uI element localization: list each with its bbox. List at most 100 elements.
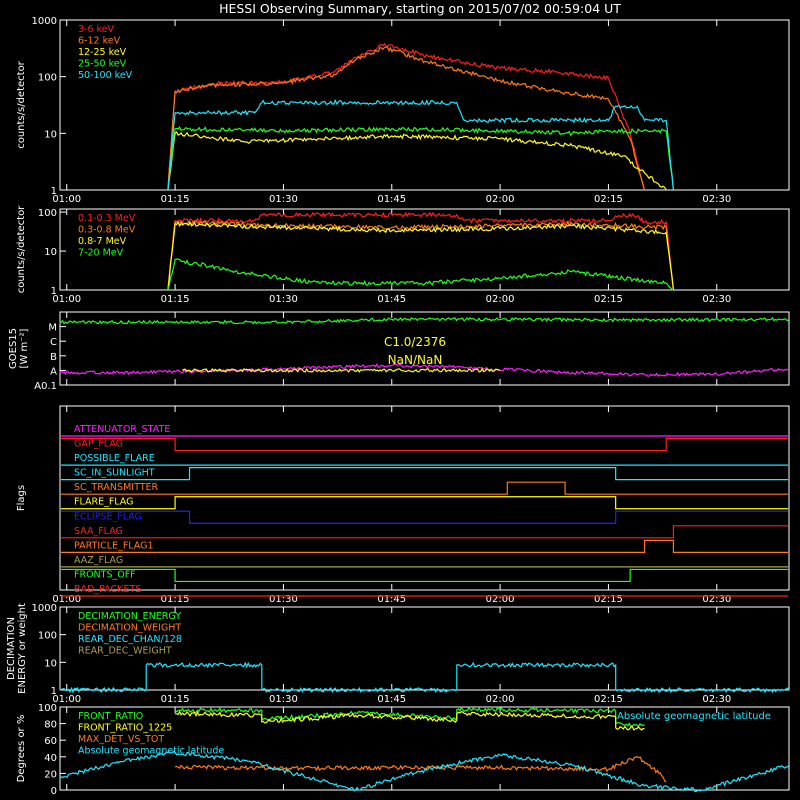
series-line xyxy=(168,127,674,190)
flag-line xyxy=(61,439,788,451)
flag-line xyxy=(61,569,788,581)
legend-entry: 0.3-0.8 MeV xyxy=(78,225,136,236)
y-tick-label: 100 xyxy=(38,208,57,219)
flag-label: ATTENUATOR_STATE xyxy=(74,424,170,435)
x-tick-label: 01:15 xyxy=(161,294,190,305)
y-tick-label: 40 xyxy=(44,753,57,764)
legend-entry: DECIMATION_ENERGY xyxy=(78,611,181,622)
series-line xyxy=(168,132,666,190)
legend-entry: 0.1-0.3 MeV xyxy=(78,213,136,224)
legend-entry: 3-6 keV xyxy=(78,24,115,35)
series-line xyxy=(168,101,674,191)
x-tick-label: 02:30 xyxy=(702,194,731,205)
y-tick-label: M xyxy=(48,323,57,334)
series-line xyxy=(168,47,645,190)
y-axis-label: DECIMATION xyxy=(6,617,17,680)
legend-entry: 7-20 MeV xyxy=(78,248,124,259)
legend-entry: REAR_DEC_WEIGHT xyxy=(78,646,172,657)
legend-entry: REAR_DEC_CHAN/128 xyxy=(78,634,182,645)
y-tick-label: 1000 xyxy=(32,603,57,614)
series-line xyxy=(60,318,790,324)
y-axis-label: counts/s/detector xyxy=(16,205,27,293)
x-tick-label: 01:15 xyxy=(161,194,190,205)
y-tick-label: 10 xyxy=(44,247,57,258)
flag-line xyxy=(61,511,788,523)
goes-class-annotation: C1.0/2376 xyxy=(384,335,446,349)
y-tick-label: 1 xyxy=(51,286,57,297)
x-tick-label: 02:15 xyxy=(594,194,623,205)
flag-label: ECLIPSE_FLAG xyxy=(74,511,142,522)
series-line xyxy=(175,712,644,730)
legend-entry: MAX_DET_VS_TOT xyxy=(78,734,164,745)
y-axis-label: Degrees or % xyxy=(16,715,27,783)
series-line xyxy=(168,222,674,290)
legend-entry: Absolute geomagnetic latitude xyxy=(78,746,224,757)
flag-line xyxy=(61,468,788,480)
legend-entry: FRONT_RATIO xyxy=(78,711,143,722)
flag-label: BAD_PACKETS xyxy=(74,584,141,595)
legend-entry: DECIMATION_WEIGHT xyxy=(78,623,181,634)
x-tick-label: 01:15 xyxy=(161,694,190,705)
y-axis-label: GOES15 xyxy=(8,328,19,369)
x-tick-label: 02:00 xyxy=(486,194,515,205)
y-tick-label: 20 xyxy=(44,769,57,780)
flag-label: FRONTS_OFF xyxy=(74,569,136,580)
y-tick-label: 1000 xyxy=(32,16,57,27)
x-tick-label: 01:45 xyxy=(377,294,406,305)
x-tick-label: 01:45 xyxy=(377,194,406,205)
y-tick-label: 80 xyxy=(44,720,57,731)
y-tick-label: C xyxy=(50,337,57,348)
legend-entry: 12-25 keV xyxy=(78,47,127,58)
y-tick-label: 100 xyxy=(38,631,57,642)
latitude-annotation: Absolute geomagnetic latitude xyxy=(617,711,771,722)
y-tick-label: 0 xyxy=(51,786,57,797)
flag-label: SC_TRANSMITTER xyxy=(74,482,159,493)
series-line xyxy=(168,259,674,290)
x-tick-label: 01:45 xyxy=(377,694,406,705)
flag-line xyxy=(61,497,788,509)
y-tick-label: 10 xyxy=(44,129,57,140)
y-tick-label: A xyxy=(50,366,57,377)
legend-entry: 25-50 keV xyxy=(78,59,127,70)
y-axis-label: Flags xyxy=(16,485,27,511)
y-tick-label: B xyxy=(50,352,57,363)
series-line xyxy=(168,44,645,190)
series-line xyxy=(60,751,790,791)
y-axis-label: ENERGY or weight xyxy=(17,603,28,694)
x-tick-label: 02:30 xyxy=(702,694,731,705)
y-tick-label: 1 xyxy=(51,186,57,197)
x-tick-label: 01:30 xyxy=(269,194,298,205)
goes-ratio-annotation: NaN/NaN xyxy=(388,353,443,367)
flag-label: SC_IN_SUNLIGHT xyxy=(74,468,155,479)
y-tick-label: 1 xyxy=(51,686,57,697)
legend-entry: 0.8-7 MeV xyxy=(78,236,127,247)
flag-label: AAZ_FLAG xyxy=(74,555,123,566)
figure-title: HESSI Observing Summary, starting on 201… xyxy=(219,1,621,16)
x-tick-label: 02:00 xyxy=(486,694,515,705)
x-tick-label: 02:00 xyxy=(486,294,515,305)
flag-label: PARTICLE_FLAG1 xyxy=(74,540,154,551)
flag-label: GAP_FLAG xyxy=(74,439,123,450)
flag-label: POSSIBLE_FLARE xyxy=(74,453,155,464)
flag-line xyxy=(61,482,788,494)
series-line xyxy=(60,663,790,692)
y-tick-label: A0.1 xyxy=(34,381,57,392)
x-tick-label: 02:30 xyxy=(702,294,731,305)
x-tick-label: 02:15 xyxy=(594,294,623,305)
x-tick-label: 02:15 xyxy=(594,694,623,705)
flag-line xyxy=(61,540,788,552)
flag-line xyxy=(61,526,788,538)
flag-label: SAA_FLAG xyxy=(74,526,123,537)
legend-entry: 6-12 keV xyxy=(78,36,121,47)
x-tick-label: 01:30 xyxy=(269,294,298,305)
y-tick-label: 10 xyxy=(44,658,57,669)
legend-entry: FRONT_RATIO_1225 xyxy=(78,723,172,734)
x-tick-label: 01:30 xyxy=(269,694,298,705)
y-axis-unit: [W m⁻²] xyxy=(19,328,30,368)
y-tick-label: 60 xyxy=(44,736,57,747)
legend-entry: 50-100 keV xyxy=(78,70,133,81)
y-axis-label: counts/s/detector xyxy=(16,60,27,148)
series-line xyxy=(168,221,674,290)
flag-label: FLARE_FLAG xyxy=(74,497,134,508)
